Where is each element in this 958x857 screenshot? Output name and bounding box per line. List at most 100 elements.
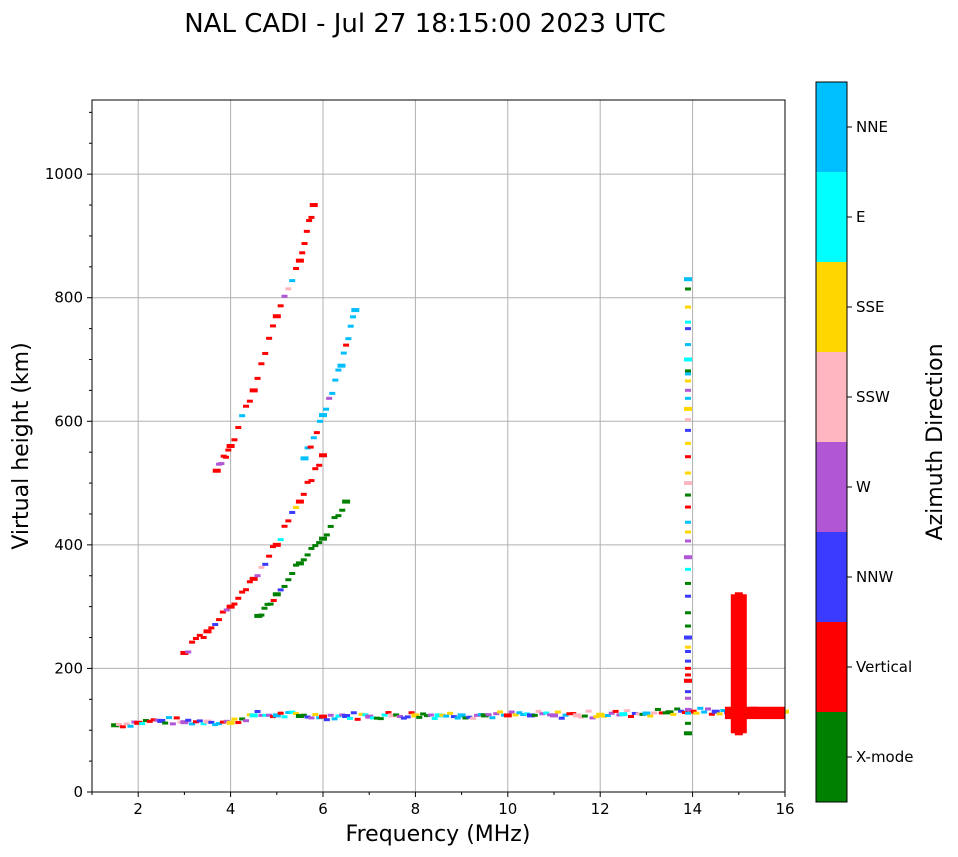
data-point xyxy=(388,713,397,718)
trace-mark xyxy=(474,713,480,717)
data-point xyxy=(683,277,692,282)
y-tick-label: 0 xyxy=(73,783,83,801)
data-point xyxy=(342,714,351,719)
x-tick-label: 6 xyxy=(318,800,328,818)
colorbar-label: Azimuth Direction xyxy=(923,343,948,540)
colorbar-tick-label: NNE xyxy=(856,118,888,136)
y-tick-label: 600 xyxy=(54,412,83,430)
trace-mark xyxy=(343,343,350,347)
trace-mark xyxy=(326,396,333,400)
trace-mark xyxy=(493,712,500,716)
x-tick-label: 16 xyxy=(775,800,794,818)
data-point xyxy=(203,719,212,724)
trace-mark xyxy=(331,516,338,520)
trace-mark xyxy=(293,712,300,716)
data-point xyxy=(573,713,582,718)
vertical-column xyxy=(724,594,785,734)
trace-mark xyxy=(520,713,527,717)
trace-mark xyxy=(119,725,126,729)
trace-mark xyxy=(293,267,300,271)
trace-mark xyxy=(604,714,611,718)
trace-mark xyxy=(684,567,691,571)
trace-mark xyxy=(350,711,357,715)
y-axis-label: Virtual height (km) xyxy=(9,342,34,549)
trace-mark xyxy=(243,404,249,408)
data-point xyxy=(226,604,235,609)
trace-mark xyxy=(127,724,134,728)
trace-mark xyxy=(381,713,388,717)
trace-mark xyxy=(316,463,323,467)
colorbar-segment-w xyxy=(816,442,847,532)
data-point xyxy=(550,713,558,718)
colorbar-segment-x-mode xyxy=(816,712,847,802)
trace-mark xyxy=(239,414,246,418)
trace-mark xyxy=(289,279,296,283)
trace-mark xyxy=(208,720,215,724)
trace-mark xyxy=(258,362,265,366)
data-point xyxy=(683,481,692,486)
colorbar-tick-label: X-mode xyxy=(856,748,913,766)
trace-mark xyxy=(316,541,323,545)
data-point xyxy=(295,714,304,719)
trace-mark xyxy=(312,467,319,471)
data-point xyxy=(272,314,281,319)
data-point xyxy=(665,710,674,715)
trace-mark xyxy=(658,711,665,715)
data-point xyxy=(319,453,327,458)
trace-mark xyxy=(466,715,473,719)
trace-mark xyxy=(385,711,392,715)
trace-mark xyxy=(485,713,492,717)
trace-mark xyxy=(323,533,330,537)
trace-mark xyxy=(262,351,269,355)
trace-mark xyxy=(408,711,415,715)
data-point xyxy=(272,713,281,718)
trace-mark xyxy=(281,584,288,588)
trace-mark xyxy=(684,305,691,309)
trace-mark xyxy=(307,445,314,449)
trace-mark xyxy=(258,613,265,617)
trace-mark xyxy=(323,718,330,722)
plot-frame xyxy=(91,99,786,793)
trace-mark xyxy=(246,580,253,584)
y-tick-label: 200 xyxy=(54,659,83,677)
data-point xyxy=(272,542,281,547)
data-point xyxy=(365,714,374,719)
colorbar-frame xyxy=(815,81,848,803)
trace-mark xyxy=(299,251,306,255)
trace-mark xyxy=(285,711,292,715)
trace-mark xyxy=(289,571,296,575)
trace-mark xyxy=(225,448,232,452)
trace-mark xyxy=(681,711,688,715)
trace-mark xyxy=(239,717,246,721)
trace-mark xyxy=(173,716,180,720)
trace-mark xyxy=(115,722,122,726)
data-point xyxy=(683,357,692,362)
trace-mark xyxy=(285,578,292,582)
trace-mark xyxy=(300,713,307,717)
data-point xyxy=(411,713,420,718)
x-tick-label: 8 xyxy=(411,800,421,818)
trace-mark xyxy=(123,722,130,726)
trace-mark xyxy=(139,722,146,726)
trace-mark xyxy=(684,707,691,711)
trace-mark xyxy=(304,480,311,484)
data-point xyxy=(457,713,466,718)
trace-mark xyxy=(516,711,523,715)
trace-mark xyxy=(647,714,654,718)
colorbar: X-mode Vertical NNW W SSW SSE E NNE xyxy=(815,81,913,803)
colorbar-tick-label: NNW xyxy=(856,568,893,586)
trace-mark xyxy=(269,324,276,328)
series-1 xyxy=(180,453,327,655)
data-point xyxy=(309,203,318,208)
trace-mark xyxy=(539,712,546,716)
trace-mark xyxy=(231,602,238,606)
trace-mark xyxy=(684,388,691,392)
trace-mark xyxy=(258,565,265,569)
x-tick-label: 4 xyxy=(226,800,236,818)
trace-mark xyxy=(219,610,226,614)
trace-mark xyxy=(166,716,172,720)
trace-mark xyxy=(266,554,273,558)
data-point xyxy=(319,536,327,541)
trace-mark xyxy=(235,721,242,725)
trace-mark xyxy=(142,719,149,723)
